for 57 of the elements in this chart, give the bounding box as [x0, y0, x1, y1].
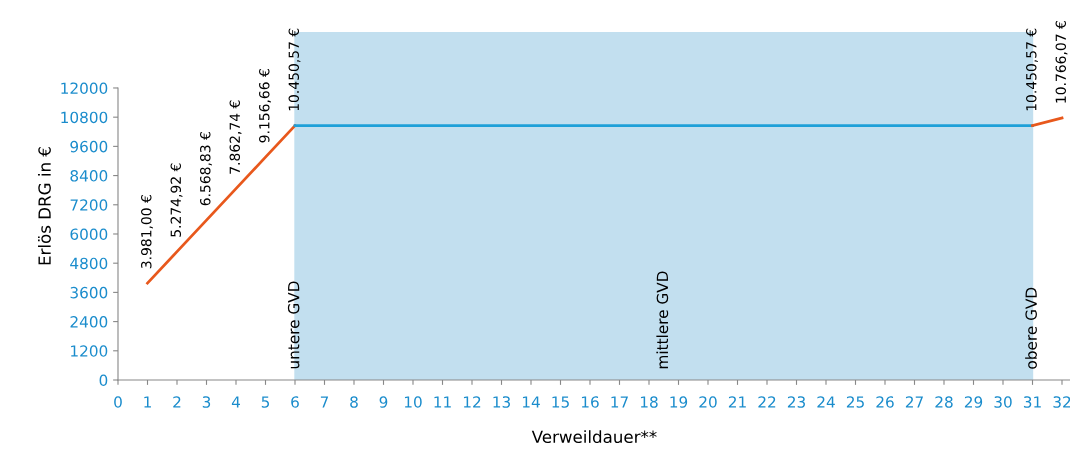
x-tick-label: 31	[1023, 396, 1041, 408]
x-tick-label: 19	[670, 396, 688, 408]
x-tick-label: 7	[320, 396, 329, 408]
band-label: mittlere GVD	[656, 271, 669, 369]
x-tick-label: 15	[552, 396, 569, 408]
x-tick-label: 20	[699, 396, 717, 408]
x-tick-label: 0	[114, 396, 122, 408]
x-tick-label: 14	[522, 396, 540, 408]
y-axis-title: Erlös DRG in €	[37, 147, 51, 265]
y-tick-label: 12000	[61, 82, 108, 94]
y-tick-label: 7200	[70, 199, 108, 211]
x-tick-label: 29	[964, 396, 983, 408]
x-tick-label: 24	[817, 396, 835, 408]
data-label: 9.156,66 €	[259, 69, 271, 143]
data-label: 10.450,57 €	[288, 28, 301, 111]
ref-line-label: untere GVD	[287, 281, 300, 369]
x-axis-title: Verweildauer**	[531, 430, 657, 444]
x-tick-label: 13	[493, 396, 510, 408]
x-tick-label: 30	[994, 396, 1012, 408]
x-tick-label: 3	[202, 396, 211, 408]
x-tick-label: 23	[787, 396, 805, 408]
x-tick-label: 6	[291, 396, 299, 408]
x-tick-label: 18	[640, 396, 658, 408]
y-tick-label: 3600	[70, 286, 108, 299]
x-tick-label: 27	[905, 396, 923, 408]
data-label: 10.450,57 €	[1026, 28, 1038, 111]
y-tick-label: 6000	[70, 228, 108, 241]
data-label: 3.981,00 €	[141, 195, 153, 269]
y-tick-label: 0	[99, 374, 108, 387]
data-label: 10.766,07 €	[1055, 21, 1068, 103]
x-tick-label: 10	[404, 396, 422, 408]
x-tick-label: 22	[758, 396, 776, 408]
x-tick-label: 12	[463, 396, 481, 408]
x-tick-label: 5	[261, 396, 270, 408]
x-tick-label: 4	[231, 396, 240, 408]
x-tick-label: 26	[876, 396, 894, 408]
y-tick-label: 9600	[70, 140, 108, 153]
y-tick-label: 4800	[70, 257, 108, 270]
x-tick-label: 32	[1053, 396, 1070, 408]
x-tick-label: 25	[846, 396, 864, 408]
y-tick-label: 10800	[61, 111, 108, 124]
y-tick-label: 2400	[70, 316, 108, 328]
data-label: 6.568,83 €	[200, 132, 212, 206]
x-tick-label: 21	[728, 396, 746, 408]
x-tick-label: 8	[350, 396, 358, 408]
x-tick-label: 28	[935, 396, 953, 408]
y-tick-label: 8400	[70, 170, 108, 182]
x-tick-label: 1	[144, 396, 151, 408]
ref-line-label: obere GVD	[1025, 287, 1037, 369]
x-tick-label: 17	[611, 396, 628, 408]
y-tick-label: 1200	[71, 345, 108, 357]
x-tick-label: 16	[581, 396, 599, 408]
x-tick-label: 9	[379, 396, 388, 408]
x-tick-label: 2	[173, 396, 181, 408]
data-label: 7.862,74 €	[229, 100, 242, 174]
data-label: 5.274,92 €	[170, 163, 183, 237]
x-tick-label: 11	[434, 396, 451, 408]
